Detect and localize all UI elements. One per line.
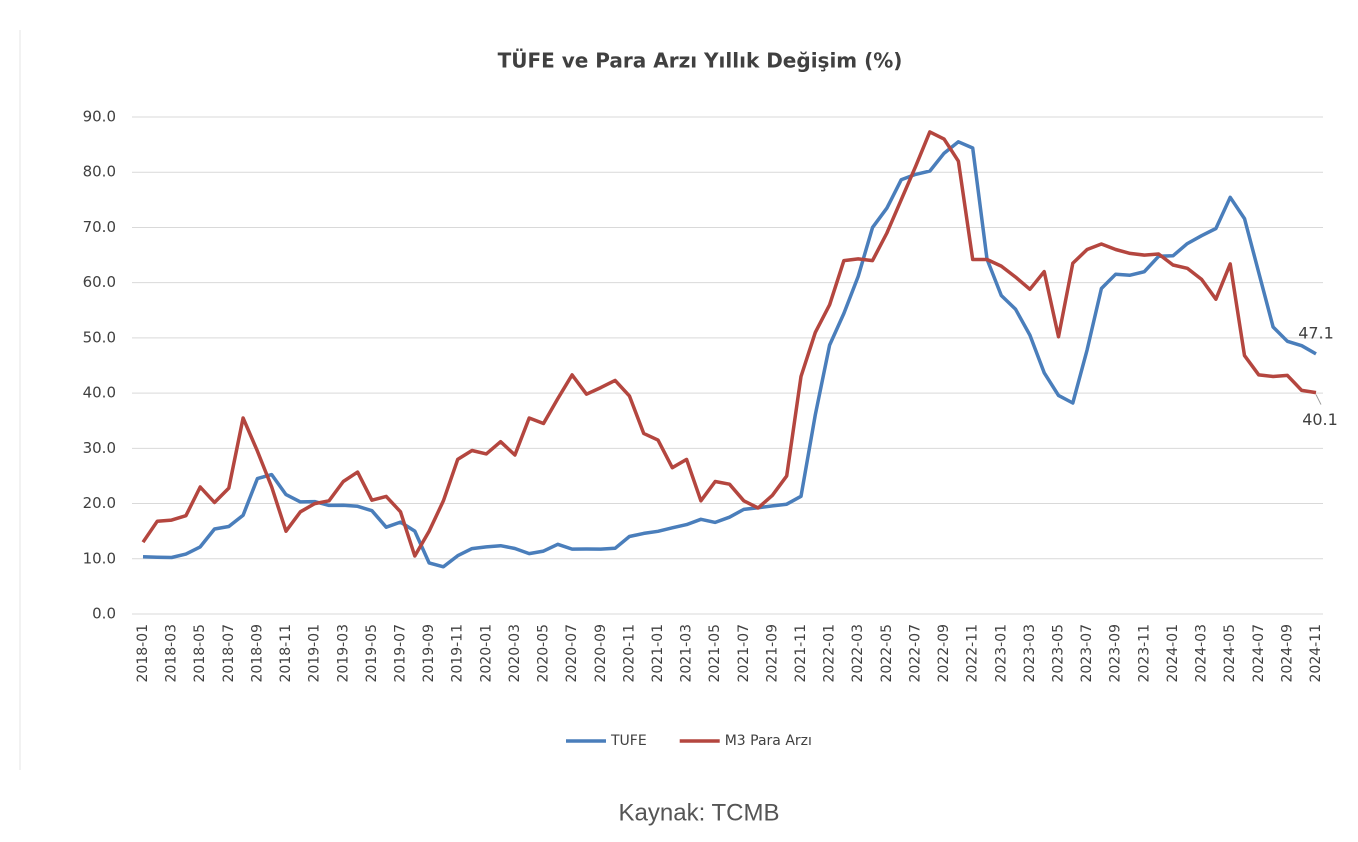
y-tick-label: 80.0	[83, 163, 116, 181]
x-tick-label: 2024-07	[1251, 624, 1267, 683]
x-tick-label: 2020-09	[593, 624, 609, 683]
y-tick-label: 90.0	[83, 108, 116, 126]
x-tick-label: 2021-09	[764, 624, 780, 683]
x-tick-label: 2018-07	[221, 624, 237, 683]
x-tick-label: 2020-07	[564, 624, 580, 683]
x-tick-label: 2021-03	[679, 624, 695, 683]
value-label: 40.1	[1302, 410, 1338, 429]
chart-title: TÜFE ve Para Arzı Yıllık Değişim (%)	[498, 49, 903, 73]
x-tick-label: 2022-07	[907, 624, 923, 683]
leader-line	[1315, 394, 1322, 405]
value-label: 47.1	[1298, 323, 1334, 342]
x-tick-label: 2021-01	[650, 624, 666, 683]
x-tick-label: 2024-01	[1165, 624, 1181, 683]
x-tick-label: 2019-11	[450, 624, 466, 683]
x-tick-label: 2021-05	[707, 624, 723, 683]
y-tick-label: 40.0	[83, 384, 116, 402]
x-tick-label: 2021-07	[736, 624, 752, 683]
x-tick-label: 2020-01	[478, 624, 494, 683]
y-tick-label: 50.0	[83, 328, 116, 346]
x-tick-label: 2023-07	[1079, 624, 1095, 683]
x-tick-label: 2022-05	[879, 624, 895, 683]
x-tick-label: 2018-03	[164, 624, 180, 683]
y-tick-label: 60.0	[83, 273, 116, 291]
y-tick-label: 0.0	[92, 605, 116, 623]
x-tick-label: 2024-05	[1222, 624, 1238, 683]
x-tick-label: 2019-09	[421, 624, 437, 683]
x-tick-label: 2022-01	[822, 624, 838, 683]
x-tick-label: 2021-11	[793, 624, 809, 683]
x-tick-label: 2020-05	[536, 624, 552, 683]
x-tick-label: 2018-09	[249, 624, 265, 683]
y-tick-label: 10.0	[83, 549, 116, 567]
x-tick-label: 2019-01	[307, 624, 323, 683]
x-tick-label: 2024-09	[1279, 624, 1295, 683]
x-tick-label: 2018-01	[135, 624, 151, 683]
x-tick-label: 2022-09	[936, 624, 952, 683]
series-line	[142, 140, 1317, 569]
x-tick-label: 2023-01	[993, 624, 1009, 683]
x-tick-label: 2023-11	[1136, 624, 1152, 683]
y-tick-label: 70.0	[83, 218, 116, 236]
legend-label: M3 Para Arzı	[725, 733, 812, 749]
y-tick-label: 30.0	[83, 439, 116, 457]
y-tick-label: 20.0	[83, 494, 116, 512]
x-tick-label: 2024-03	[1194, 624, 1210, 683]
x-tick-label: 2023-03	[1022, 624, 1038, 683]
x-tick-label: 2022-11	[965, 624, 981, 683]
x-tick-label: 2023-09	[1108, 624, 1124, 683]
x-tick-label: 2018-05	[192, 624, 208, 683]
x-tick-label: 2019-05	[364, 624, 380, 683]
x-tick-label: 2019-07	[392, 624, 408, 683]
x-tick-label: 2024-11	[1308, 624, 1324, 683]
x-tick-label: 2022-03	[850, 624, 866, 683]
x-tick-label: 2020-03	[507, 624, 523, 683]
x-tick-label: 2018-11	[278, 624, 294, 683]
series-line	[141, 130, 1317, 558]
x-tick-label: 2023-05	[1051, 624, 1067, 683]
x-tick-label: 2019-03	[335, 624, 351, 683]
legend-label: TUFE	[610, 733, 647, 749]
source: Kaynak: TCMB	[619, 799, 780, 826]
x-tick-label: 2020-11	[621, 624, 637, 683]
